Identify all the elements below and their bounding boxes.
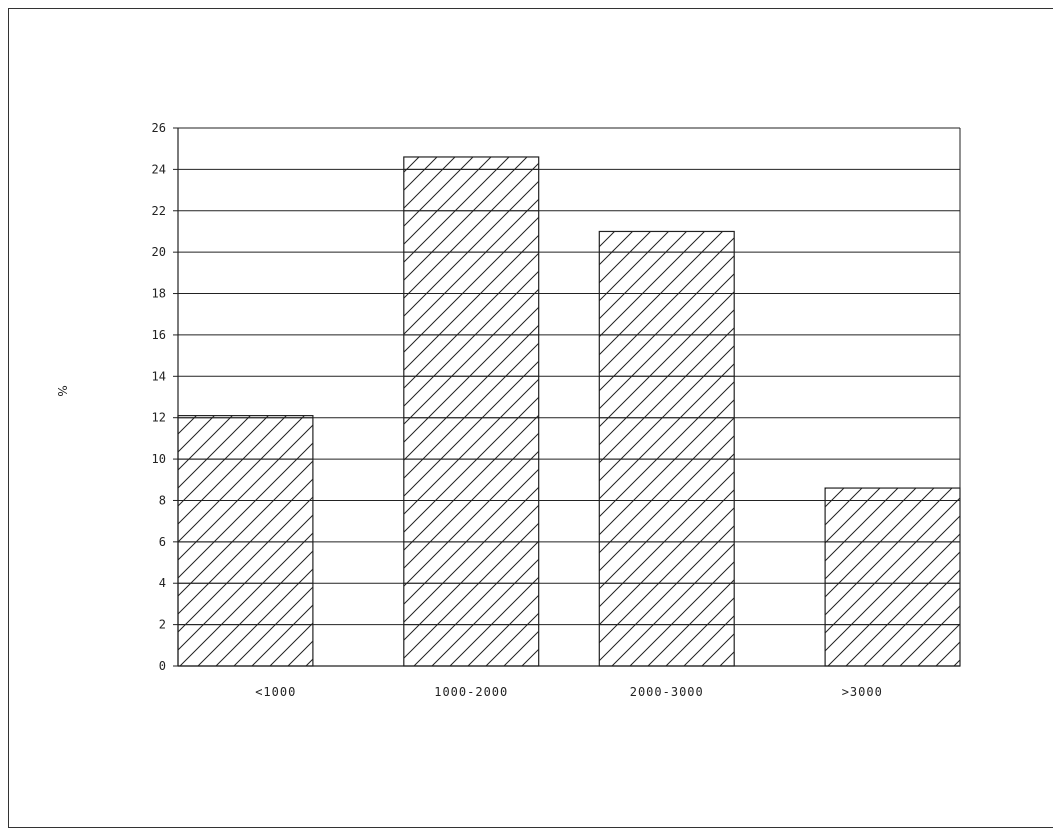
y-tick-label: 18: [152, 287, 166, 301]
y-tick-label: 12: [152, 411, 166, 425]
y-tick-label: 0: [159, 659, 166, 673]
x-tick-label: 2000-3000: [630, 685, 704, 699]
y-tick-label: 6: [159, 535, 166, 549]
y-tick-label: 2: [159, 618, 166, 632]
bar-4: [824, 487, 961, 667]
y-tick-label: 4: [159, 576, 166, 590]
y-tick-label: 22: [152, 204, 166, 218]
axes: [173, 127, 961, 667]
y-tick-label: 14: [152, 369, 166, 383]
x-tick-label: <1000: [255, 685, 296, 699]
bars: [177, 156, 961, 667]
x-tick-label: 1000-2000: [434, 685, 508, 699]
bar-3: [598, 230, 735, 667]
y-tick-label: 10: [152, 452, 166, 466]
y-tick-label: 20: [152, 245, 166, 259]
bar-2: [403, 156, 540, 667]
bar-1: [177, 415, 314, 667]
x-tick-label: >3000: [842, 685, 883, 699]
y-tick-label: 24: [152, 162, 166, 176]
y-tick-label: 26: [152, 121, 166, 135]
y-tick-label: 16: [152, 328, 166, 342]
y-axis-label: %: [55, 385, 69, 396]
x-tick-labels: <1000 1000-2000 2000-3000 >3000: [255, 685, 883, 699]
y-tick-label: 8: [159, 493, 166, 507]
